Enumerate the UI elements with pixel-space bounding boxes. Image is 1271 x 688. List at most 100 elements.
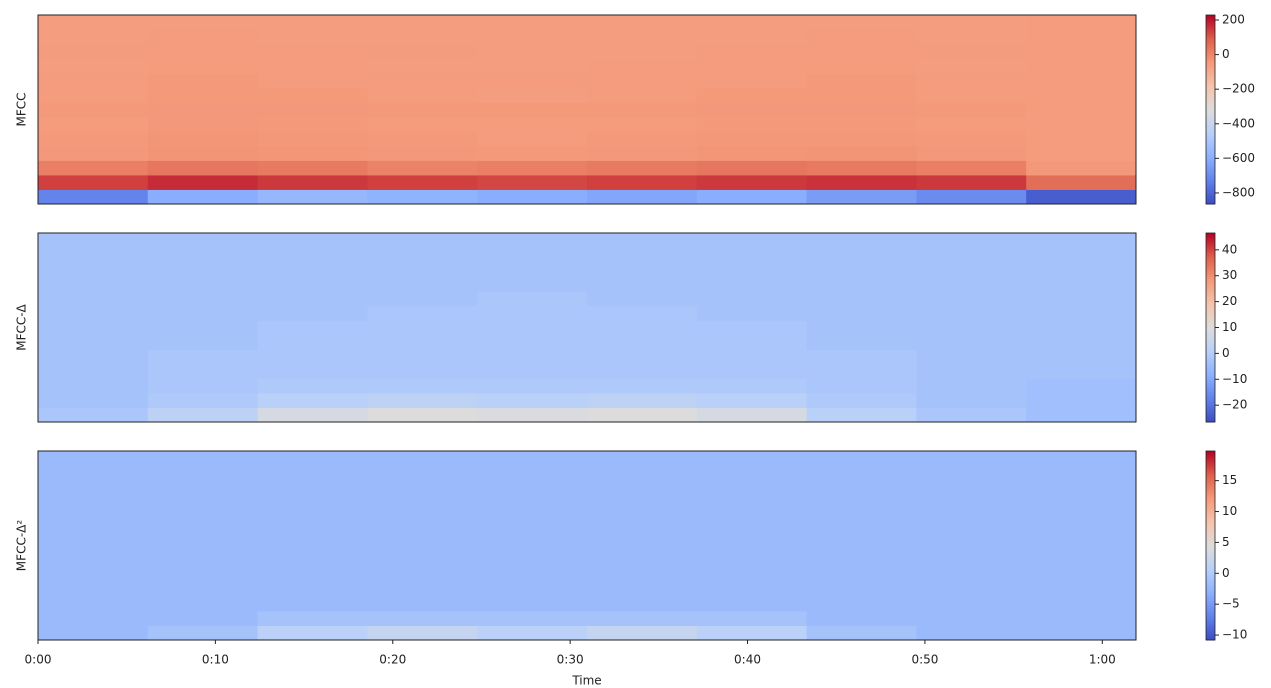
colorbar-segment <box>1206 312 1215 315</box>
colorbar-segment <box>1206 105 1215 109</box>
heatmap-cell <box>587 494 698 510</box>
heatmap-cell <box>916 116 1027 132</box>
x-tick-label: 0:50 <box>911 653 938 667</box>
heatmap-cell <box>916 291 1027 307</box>
heatmap-cell <box>367 581 478 597</box>
heatmap-cell <box>806 349 917 365</box>
colorbar-segment <box>1206 103 1215 107</box>
colorbar-segment <box>1206 179 1215 182</box>
colorbar-segment <box>1206 132 1215 135</box>
heatmap-cell <box>806 247 917 263</box>
heatmap-cell <box>696 610 808 626</box>
heatmap-cell <box>806 552 917 568</box>
heatmap-cell <box>916 480 1027 496</box>
colorbar-segment <box>1206 547 1215 550</box>
colorbar: 40 30 20 10 0 −10 −20 <box>1205 232 1247 423</box>
colorbar-segment <box>1206 365 1215 368</box>
heatmap-cell <box>477 392 588 408</box>
colorbar-segment <box>1206 92 1215 95</box>
heatmap-cell <box>477 552 588 568</box>
colorbar-segment <box>1206 130 1215 133</box>
colorbar-segment <box>1206 15 1215 18</box>
colorbar-segment <box>1206 590 1215 594</box>
heatmap-cell <box>147 116 259 132</box>
heatmap-cell <box>587 552 698 568</box>
heatmap-cell <box>477 363 588 379</box>
colorbar-segment <box>1206 408 1215 412</box>
heatmap-cell <box>696 392 808 408</box>
colorbar-segment <box>1206 162 1215 165</box>
heatmap-cell <box>806 334 917 350</box>
colorbar-segment <box>1206 571 1215 575</box>
heatmap-cell <box>477 233 588 249</box>
heatmap-cell <box>916 494 1027 510</box>
colorbar-segment <box>1206 583 1215 586</box>
heatmap-cell <box>147 596 259 612</box>
colorbar-segment <box>1206 551 1215 554</box>
heatmap-cell <box>367 625 478 641</box>
x-axis-label: Time <box>571 674 601 688</box>
heatmap-cell <box>1026 349 1137 365</box>
colorbar-segment <box>1206 333 1215 336</box>
colorbar-segment <box>1206 325 1215 328</box>
heatmap-cell <box>916 407 1027 423</box>
heatmap-cell <box>477 276 588 292</box>
colorbar-segment <box>1206 301 1215 304</box>
colorbar-segment <box>1206 397 1215 400</box>
colorbar-segment <box>1206 122 1215 126</box>
colorbar-segment <box>1206 62 1215 65</box>
heatmap-cell <box>257 581 368 597</box>
colorbar-segment <box>1206 592 1215 596</box>
colorbar-segment <box>1206 509 1215 512</box>
heatmap-cell <box>367 262 478 278</box>
colorbar-segment <box>1206 414 1215 417</box>
heatmap-cell <box>806 15 917 31</box>
heatmap-cell <box>367 87 478 103</box>
colorbar-segment <box>1206 308 1215 311</box>
colorbar-segment <box>1206 327 1215 330</box>
heatmap-cell <box>147 465 259 481</box>
heatmap-cell <box>367 465 478 481</box>
heatmap-cell <box>147 320 259 336</box>
colorbar-segment <box>1206 526 1215 529</box>
heatmap-cell <box>147 145 259 161</box>
heatmap-cell <box>587 523 698 539</box>
heatmap-cell <box>477 87 588 103</box>
heatmap-cell <box>916 174 1027 190</box>
heatmap-cell <box>587 160 698 176</box>
heatmap-cell <box>1026 87 1137 103</box>
heatmap-cell <box>257 116 368 132</box>
heatmap-cell <box>477 116 588 132</box>
heatmap-cell <box>367 29 478 45</box>
heatmap-cell <box>38 334 149 350</box>
y-axis-label: MFCC-Δ² <box>15 520 29 572</box>
heatmap-cell <box>587 378 698 394</box>
colorbar-segment <box>1206 299 1215 302</box>
x-tick-label: 0:10 <box>202 653 229 667</box>
heatmap-cell <box>477 451 588 467</box>
heatmap-cell <box>38 131 149 147</box>
heatmap-cell <box>806 145 917 161</box>
colorbar-segment <box>1206 570 1215 573</box>
colorbar-segment <box>1206 124 1215 128</box>
heatmap-cell <box>38 58 149 74</box>
colorbar-segment <box>1206 66 1215 69</box>
heatmap-cell <box>367 15 478 31</box>
heatmap-cell <box>38 44 149 60</box>
colorbar-segment <box>1206 558 1215 562</box>
colorbar-segment <box>1206 602 1215 605</box>
heatmap-cell <box>806 116 917 132</box>
colorbar-segment <box>1206 604 1215 607</box>
colorbar-segment <box>1206 553 1215 556</box>
colorbar-segment <box>1206 587 1215 590</box>
heatmap-cell <box>477 58 588 74</box>
colorbar-segment <box>1206 39 1215 42</box>
heatmap-cell <box>916 73 1027 89</box>
heatmap-cell <box>916 523 1027 539</box>
colorbar-segment <box>1206 58 1215 61</box>
heatmap-cell <box>257 334 368 350</box>
heatmap-cell <box>477 160 588 176</box>
heatmap-cell <box>147 480 259 496</box>
colorbar: 200 0 −200 −400 −600 −800 <box>1205 13 1255 205</box>
heatmap-cell <box>696 363 808 379</box>
